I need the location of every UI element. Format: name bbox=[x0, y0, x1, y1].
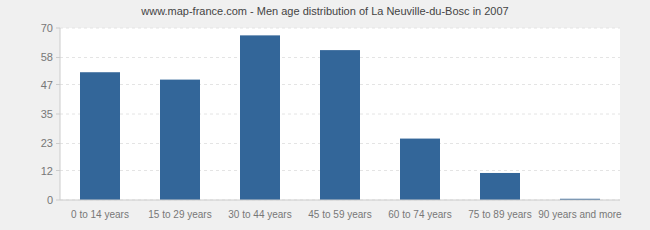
background bbox=[0, 0, 650, 230]
x-tick-label: 60 to 74 years bbox=[388, 209, 451, 220]
y-tick bbox=[56, 114, 60, 115]
y-tick bbox=[56, 84, 60, 85]
title: www.map-france.com - Men age distributio… bbox=[140, 5, 508, 17]
y-tick-label: 35 bbox=[41, 108, 53, 120]
y-tick-label: 0 bbox=[47, 194, 53, 206]
x-tick-label: 45 to 59 years bbox=[308, 209, 371, 220]
y-tick bbox=[56, 170, 60, 171]
y-tick bbox=[56, 28, 60, 29]
y-tick-label: 58 bbox=[41, 51, 53, 63]
plot-area bbox=[60, 28, 620, 200]
x-tick-label: 90 years and more bbox=[538, 209, 622, 220]
x-tick-label: 30 to 44 years bbox=[228, 209, 291, 220]
bar bbox=[400, 139, 440, 200]
y-tick bbox=[56, 57, 60, 58]
grid-line bbox=[60, 200, 620, 201]
chart-container: 0 12 23 35 47 58 70 0 to 14 years 15 to 29 years… bbox=[0, 0, 650, 230]
grid-line bbox=[60, 28, 620, 29]
bars bbox=[80, 35, 600, 200]
y-axis bbox=[60, 28, 61, 200]
y-tick-label: 12 bbox=[41, 165, 53, 177]
bar bbox=[480, 173, 520, 200]
y-tick-label: 47 bbox=[41, 79, 53, 91]
bar bbox=[160, 80, 200, 200]
y-tick-label: 23 bbox=[41, 137, 53, 149]
y-tick-label: 70 bbox=[41, 22, 53, 34]
y-tick bbox=[56, 143, 60, 144]
bar bbox=[80, 72, 120, 200]
x-tick-label: 75 to 89 years bbox=[468, 209, 531, 220]
chart-svg: 0 12 23 35 47 58 70 0 to 14 years 15 to 29 years… bbox=[0, 0, 650, 230]
x-axis bbox=[60, 200, 620, 201]
x-tick-label: 0 to 14 years bbox=[71, 209, 129, 220]
bar bbox=[240, 35, 280, 200]
y-tick bbox=[56, 200, 60, 201]
bar bbox=[320, 50, 360, 200]
x-tick-label: 15 to 29 years bbox=[148, 209, 211, 220]
